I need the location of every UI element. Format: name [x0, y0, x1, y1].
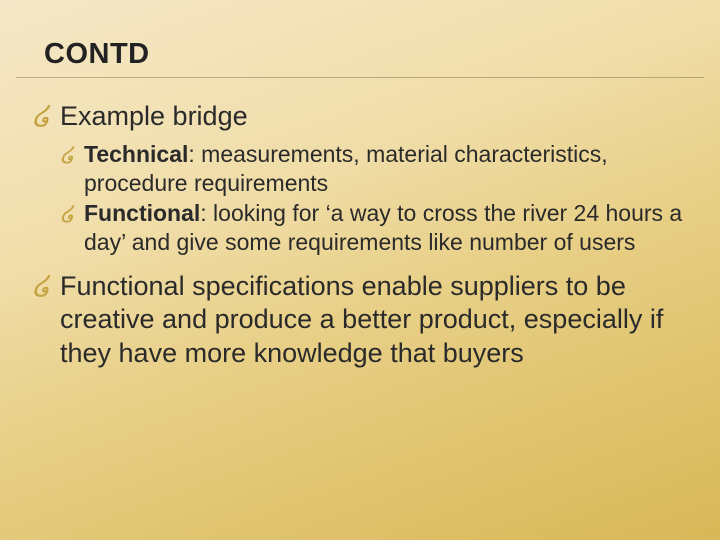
bullet-icon: ໒ — [60, 199, 84, 227]
bullet-level2: ໒ Functional: looking for ‘a way to cros… — [60, 199, 688, 258]
bullet-text: Example bridge — [60, 100, 688, 134]
bullet-text: Functional: looking for ‘a way to cross … — [84, 199, 688, 258]
bullet-label: Technical — [84, 141, 188, 167]
bullet-level2: ໒ Technical: measurements, material char… — [60, 140, 688, 199]
sub-list: ໒ Technical: measurements, material char… — [32, 140, 688, 258]
bullet-label: Functional — [84, 200, 200, 226]
title-area: CONTD — [16, 0, 704, 78]
bullet-text: Functional specifications enable supplie… — [60, 270, 688, 371]
bullet-level1: ໒ Example bridge — [32, 100, 688, 134]
content-area: ໒ Example bridge ໒ Technical: measuremen… — [0, 78, 720, 371]
slide-title: CONTD — [44, 38, 676, 71]
bullet-icon: ໒ — [60, 140, 84, 168]
slide: CONTD ໒ Example bridge ໒ Technical: meas… — [0, 0, 720, 540]
bullet-icon: ໒ — [32, 270, 60, 303]
bullet-text: Technical: measurements, material charac… — [84, 140, 688, 199]
bullet-icon: ໒ — [32, 100, 60, 133]
bullet-level1: ໒ Functional specifications enable suppl… — [32, 270, 688, 371]
